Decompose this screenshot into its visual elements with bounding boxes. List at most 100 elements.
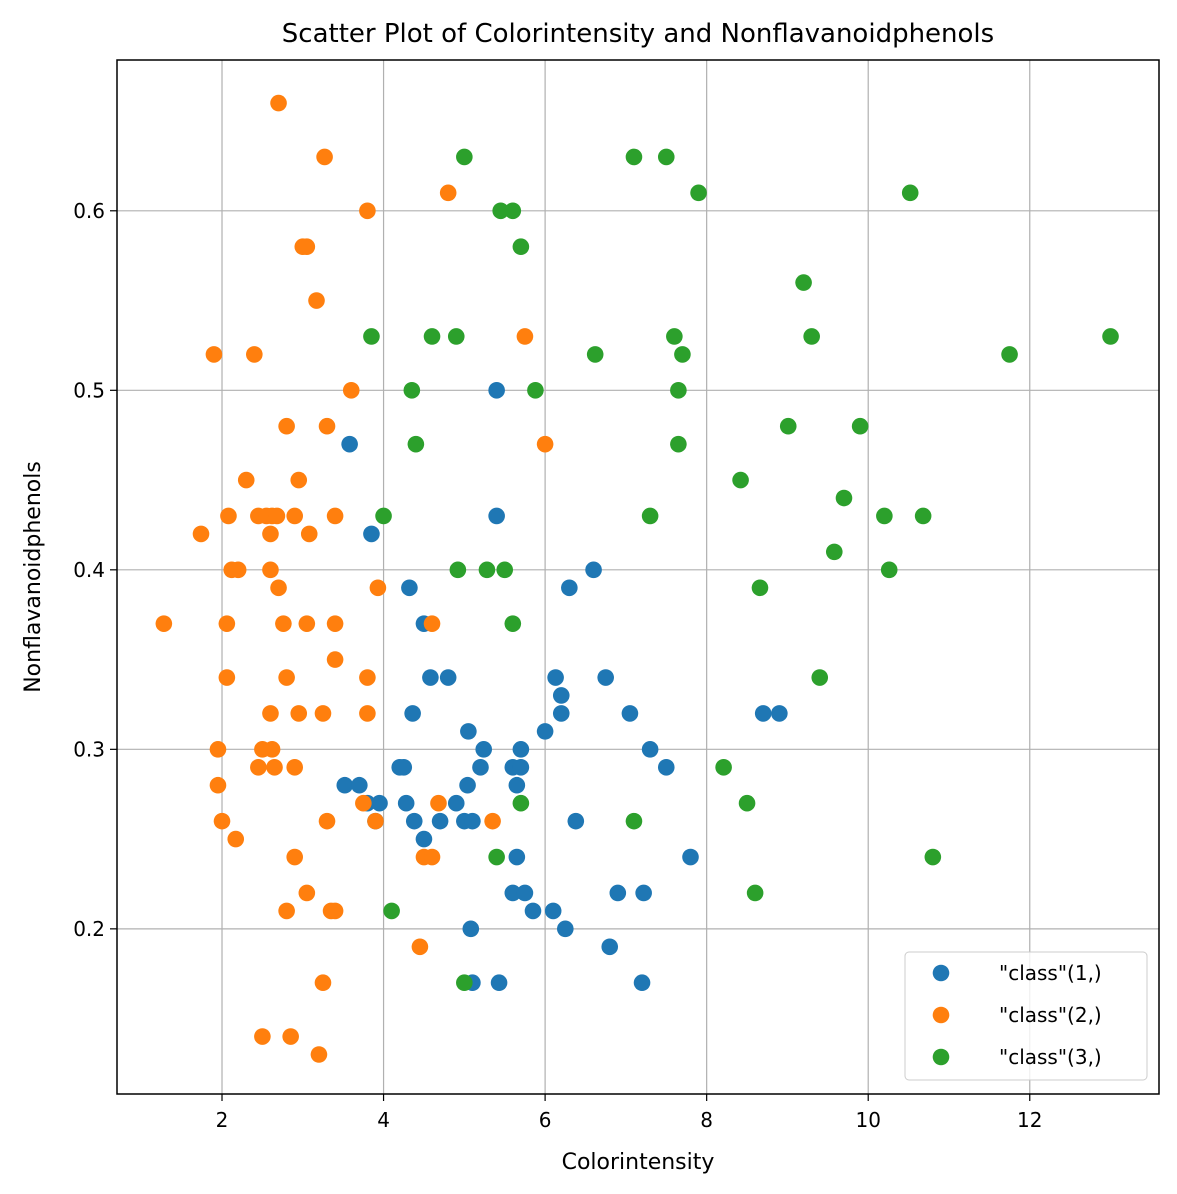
scatter-point-class-1	[397, 794, 415, 812]
scatter-point-class-2	[254, 1028, 271, 1045]
scatter-point-class-1	[567, 812, 585, 830]
scatter-point-class-2	[227, 830, 245, 848]
scatter-point-class-3	[811, 669, 829, 686]
scatter-point-class-2	[300, 525, 318, 543]
scatter-point-class-2	[310, 1046, 328, 1063]
data-points	[155, 94, 1119, 1063]
scatter-point-class-1	[464, 812, 481, 830]
y-axis-label: Nonflavanoidphenols	[21, 461, 46, 693]
x-tick-label: 8	[700, 1108, 713, 1132]
scatter-point-class-1	[633, 974, 651, 992]
scatter-point-class-1	[422, 669, 439, 686]
legend-label-class-2: "class"(2,)	[999, 1003, 1102, 1027]
scatter-point-class-1	[488, 507, 505, 525]
scatter-point-class-1	[547, 669, 564, 686]
scatter-point-class-2	[318, 417, 336, 435]
scatter-point-class-3	[504, 202, 522, 220]
scatter-point-class-3	[449, 561, 467, 579]
scatter-point-class-1	[504, 884, 522, 902]
scatter-point-class-2	[266, 758, 283, 776]
scatter-point-class-3	[456, 148, 473, 166]
scatter-point-class-1	[512, 741, 530, 758]
scatter-point-class-2	[326, 615, 344, 632]
scatter-point-class-3	[512, 794, 530, 812]
scatter-point-class-1	[682, 848, 699, 866]
scatter-point-class-3	[456, 974, 473, 992]
y-tick-label: 0.2	[73, 917, 105, 941]
scatter-point-class-2	[423, 615, 441, 632]
legend-marker-class-2	[932, 1006, 950, 1024]
scatter-point-class-3	[924, 848, 942, 866]
scatter-point-class-3	[512, 238, 530, 255]
scatter-point-class-2	[298, 884, 316, 902]
scatter-point-class-1	[404, 705, 421, 722]
scatter-point-class-2	[286, 758, 304, 776]
y-tick-label: 0.4	[73, 558, 105, 582]
scatter-point-class-3	[1102, 328, 1119, 345]
scatter-point-class-2	[155, 615, 173, 632]
scatter-point-class-2	[218, 615, 236, 632]
scatter-point-class-2	[423, 848, 441, 866]
scatter-point-class-2	[205, 346, 223, 363]
scatter-point-class-2	[484, 812, 501, 830]
scatter-point-class-3	[835, 489, 853, 507]
scatter-point-class-3	[779, 417, 797, 435]
scatter-point-class-3	[851, 417, 869, 435]
scatter-point-class-3	[880, 561, 898, 579]
scatter-point-class-2	[367, 812, 384, 830]
scatter-point-class-2	[318, 812, 336, 830]
scatter-point-class-2	[270, 94, 287, 112]
scatter-point-class-2	[326, 651, 344, 668]
scatter-point-class-3	[363, 328, 380, 345]
axis-ticks: 2 4 6 8 10 12 0.2 0.3 0.4 0.5 0.6	[73, 199, 1042, 1132]
scatter-point-class-2	[286, 848, 304, 866]
scatter-point-class-3	[403, 382, 421, 399]
scatter-point-class-3	[504, 615, 522, 632]
legend-label-class-3: "class"(3,)	[999, 1045, 1102, 1069]
scatter-point-class-1	[544, 902, 562, 920]
scatter-point-class-1	[395, 758, 413, 776]
scatter-point-class-1	[754, 705, 772, 722]
legend-label-class-1: "class"(1,)	[999, 961, 1102, 985]
scatter-point-class-3	[657, 148, 675, 166]
y-tick-label: 0.3	[73, 737, 105, 761]
scatter-point-class-2	[290, 705, 308, 722]
scatter-point-class-3	[492, 202, 509, 220]
scatter-point-class-2	[213, 812, 231, 830]
scatter-point-class-1	[460, 723, 477, 740]
scatter-point-class-2	[246, 346, 263, 363]
scatter-point-class-3	[732, 471, 749, 489]
scatter-point-class-1	[336, 776, 354, 794]
scatter-point-class-1	[415, 830, 433, 848]
scatter-point-class-2	[268, 507, 286, 525]
scatter-point-class-1	[557, 920, 574, 938]
scatter-point-class-1	[401, 579, 418, 597]
plot-area-frame	[116, 59, 1160, 1095]
x-tick-label: 2	[216, 1108, 229, 1132]
y-tick-label: 0.5	[73, 378, 105, 402]
scatter-point-class-3	[901, 184, 919, 202]
x-axis-label: Colorintensity	[562, 1150, 715, 1175]
scatter-point-class-2	[298, 238, 316, 255]
x-tick-label: 10	[855, 1108, 880, 1132]
scatter-point-class-2	[314, 705, 332, 722]
scatter-point-class-2	[359, 669, 376, 686]
scatter-point-class-1	[597, 669, 614, 686]
scatter-point-class-2	[359, 202, 376, 220]
scatter-point-class-3	[795, 274, 812, 291]
grid	[117, 60, 1159, 1094]
scatter-point-class-2	[342, 382, 360, 399]
scatter-point-class-3	[914, 507, 932, 525]
scatter-point-class-3	[876, 507, 893, 525]
scatter-point-class-2	[286, 507, 304, 525]
scatter-point-class-3	[383, 902, 400, 920]
scatter-point-class-1	[490, 974, 508, 992]
scatter-point-class-3	[375, 507, 392, 525]
chart-title: Scatter Plot of Colorintensity and Nonfl…	[282, 19, 994, 49]
scatter-point-class-2	[270, 579, 287, 597]
scatter-point-class-2	[359, 705, 376, 722]
scatter-point-class-2	[278, 417, 295, 435]
legend-marker-class-3	[932, 1048, 950, 1066]
scatter-point-class-3	[715, 758, 732, 776]
scatter-point-class-2	[209, 741, 227, 758]
